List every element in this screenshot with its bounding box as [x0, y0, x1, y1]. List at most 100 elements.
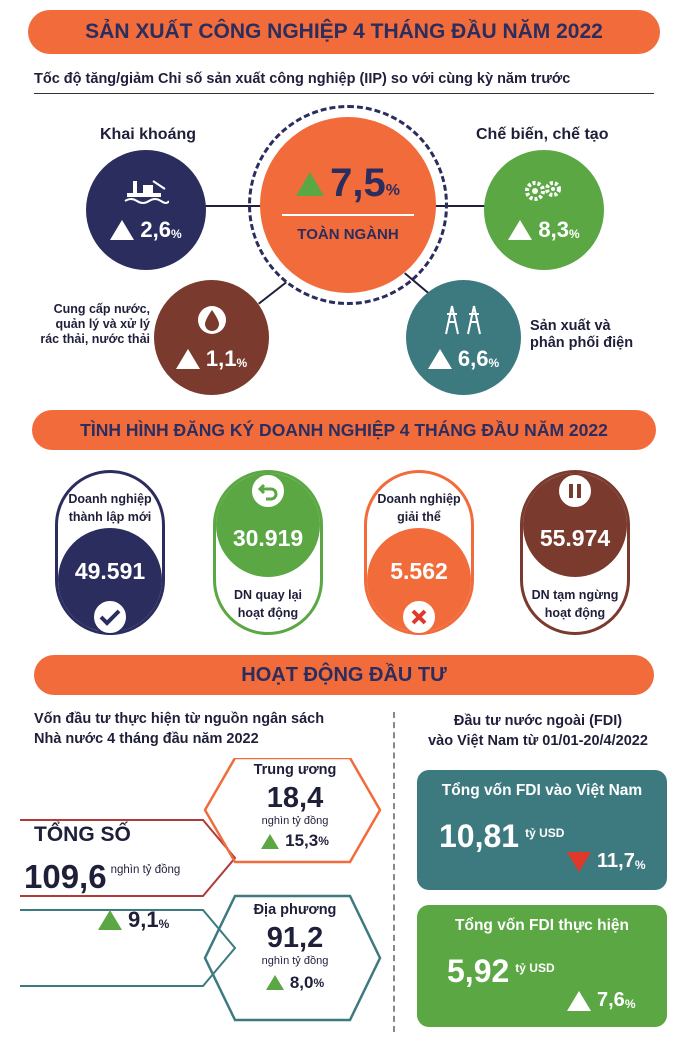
oil-rig-icon: [124, 180, 169, 204]
central-growth-unit: %: [318, 834, 329, 848]
fdi-total-value: 10,81: [439, 818, 520, 854]
budget-heading-line1: Vốn đầu tư thực hiện từ nguồn ngân sách: [34, 711, 325, 727]
connector-bl: [258, 281, 287, 305]
central-label: Trung ương: [253, 762, 337, 778]
gears-icon: [525, 181, 561, 201]
up-arrow-icon: [265, 975, 284, 991]
fdi-total-card: Tổng vốn FDI vào Việt Nam 10,81 tỷ USD 1…: [417, 770, 667, 890]
central-value: 18,4: [266, 782, 324, 814]
up-arrow-icon: [427, 348, 452, 369]
cross-icon: [401, 599, 437, 635]
electricity-label: Sản xuất và phân phối điện: [530, 318, 633, 353]
section1-banner: SẢN XUẤT CÔNG NGHIỆP 4 THÁNG ĐẦU NĂM 202…: [28, 10, 660, 54]
new-value: 49.591: [74, 557, 146, 584]
electricity-label-line1: Sản xuất và: [530, 318, 611, 334]
up-arrow-icon: [261, 833, 280, 849]
fdi-realized-value: 5,92: [447, 953, 510, 989]
mining-circle: 2,6 %: [86, 150, 206, 270]
local-unit-line2: đồng: [303, 955, 329, 967]
suspended-card: 55.974 DN tạm ngừng hoạt động: [520, 470, 630, 635]
fdi-realized-label: Tổng vốn FDI thực hiện: [455, 917, 629, 934]
water-value: 1,1: [205, 345, 237, 371]
local-unit-line1: nghìn tỷ: [261, 955, 301, 967]
total-label: TỔNG SỐ: [34, 823, 131, 846]
local-block: Địa phương 91,2 nghìn tỷ đồng 8,0 %: [210, 902, 380, 993]
section2-banner: TÌNH HÌNH ĐĂNG KÝ DOANH NGHIỆP 4 THÁNG Đ…: [32, 410, 656, 450]
up-arrow-icon: [98, 910, 122, 930]
budget-heading: Vốn đầu tư thực hiện từ nguồn ngân sách …: [34, 710, 324, 749]
center-divider: [282, 214, 414, 216]
central-unit: nghìn tỷ đồng: [261, 815, 329, 827]
fdi-total-change: 11,7: [597, 850, 635, 872]
central-growth: 15,3: [285, 831, 319, 850]
manufacturing-circle: 8,3 %: [484, 150, 604, 270]
mining-unit: %: [170, 227, 182, 241]
center-circle: 7,5 % TOÀN NGÀNH: [260, 117, 436, 293]
fdi-total-unit: tỷ USD: [525, 826, 565, 840]
down-arrow-icon: [567, 851, 591, 872]
returned-value: 30.919: [232, 524, 304, 551]
electricity-circle: 6,6 %: [406, 280, 521, 395]
section2-title: TÌNH HÌNH ĐĂNG KÝ DOANH NGHIỆP 4 THÁNG Đ…: [80, 420, 608, 440]
power-tower-icon: [444, 305, 481, 334]
total-growth-value: 9,1: [128, 907, 159, 932]
total-growth: 9,1 %: [98, 907, 169, 933]
fdi-total-change-unit: %: [634, 857, 646, 872]
section3-banner: HOẠT ĐỘNG ĐẦU TƯ: [34, 655, 654, 695]
water-label: Cung cấp nước, quản lý và xử lý rác thải…: [20, 302, 150, 347]
connector-right: [432, 205, 487, 207]
electricity-label-line2: phân phối điện: [530, 335, 634, 352]
dissolved-value-circle: 5.562: [367, 528, 471, 632]
budget-heading-line2: Nhà nước 4 tháng đầu năm 2022: [34, 730, 259, 747]
local-label: Địa phương: [253, 902, 337, 918]
suspended-label-line2: hoạt động: [544, 605, 606, 620]
dissolved-value: 5.562: [390, 557, 448, 584]
fdi-realized-change-unit: %: [624, 996, 636, 1011]
up-arrow-icon: [567, 990, 591, 1011]
fdi-heading-line1: Đầu tư nước ngoài (FDI): [453, 713, 623, 729]
mining-label: Khai khoáng: [100, 126, 197, 143]
up-arrow-icon: [508, 220, 533, 240]
manufacturing-label: Chế biến, chế tạo: [476, 126, 609, 143]
electricity-unit: %: [488, 355, 500, 370]
section3-title: HOẠT ĐỘNG ĐẦU TƯ: [241, 664, 447, 686]
manufacturing-value: 8,3: [538, 217, 569, 242]
local-growth-unit: %: [313, 975, 325, 990]
center-ring: [248, 105, 448, 305]
dissolved-label-line2: giải thể: [397, 509, 441, 524]
mining-value: 2,6: [140, 217, 171, 242]
center-unit: %: [385, 182, 400, 199]
electricity-value: 6,6: [457, 345, 489, 371]
subtitle-rule: [34, 93, 654, 94]
total-value: 109,6: [24, 858, 107, 895]
dissolved-card: Doanh nghiệp giải thể 5.562: [364, 470, 474, 635]
central-block: Trung ương 18,4 nghìn tỷ đồng 15,3 %: [210, 762, 380, 851]
suspended-label-line1: DN tạm ngừng: [531, 588, 619, 602]
section1-subtitle: Tốc độ tăng/giảm Chỉ số sản xuất công ng…: [34, 71, 571, 87]
dissolved-label-line1: Doanh nghiệp: [377, 492, 461, 506]
center-value: 7,5: [330, 161, 386, 205]
fdi-heading: Đầu tư nước ngoài (FDI) vào Việt Nam từ …: [408, 712, 668, 751]
new-label-line1: Doanh nghiệp: [68, 492, 152, 506]
water-unit: %: [236, 355, 248, 370]
check-icon: [92, 599, 128, 635]
hexagon-shapes: [20, 758, 382, 1022]
returned-label-line2: hoạt động: [237, 605, 299, 620]
new-enterprises-card: Doanh nghiệp thành lập mới 49.591: [55, 470, 165, 635]
pause-icon: [557, 473, 593, 509]
local-growth: 8,0: [289, 972, 314, 992]
center-label: TOÀN NGÀNH: [297, 226, 399, 243]
fdi-realized-change: 7,6: [597, 989, 625, 1011]
returned-label-line1: DN quay lại: [233, 588, 303, 602]
water-label-line1: Cung cấp nước,: [53, 302, 150, 316]
water-label-line2: quản lý và xử lý: [55, 317, 150, 331]
return-arrow-icon: [250, 473, 286, 509]
manufacturing-unit: %: [568, 227, 580, 241]
new-value-circle: 49.591: [58, 528, 162, 632]
fdi-realized-unit: tỷ USD: [515, 961, 555, 975]
up-arrow-icon: [296, 172, 325, 196]
total-growth-unit: %: [158, 917, 170, 931]
new-label-line2: thành lập mới: [68, 509, 152, 524]
water-drop-icon: [197, 305, 226, 334]
up-arrow-icon: [175, 348, 200, 369]
